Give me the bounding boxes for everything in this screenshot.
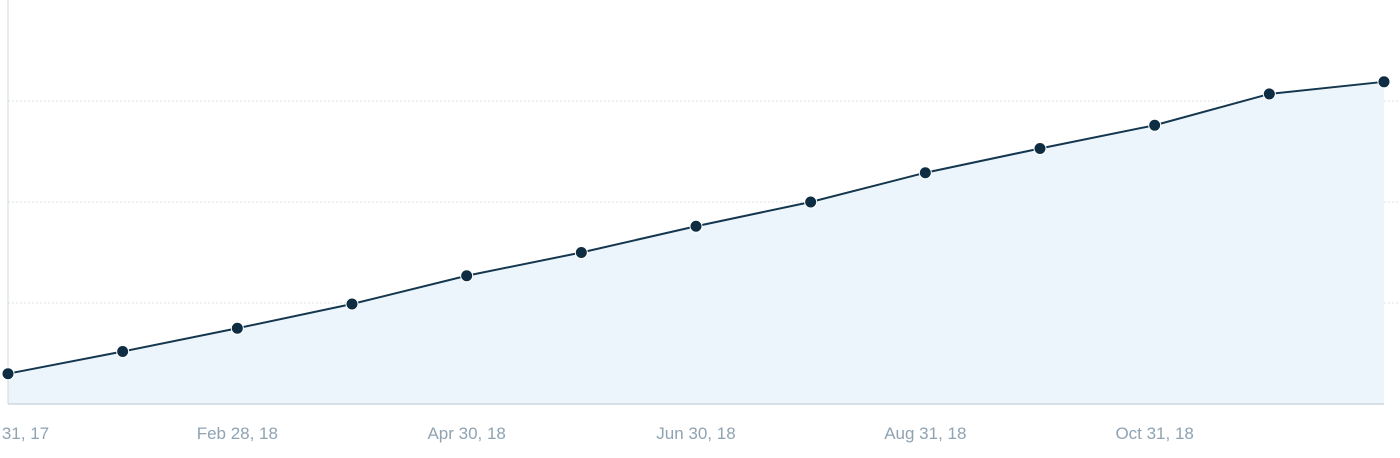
data-point[interactable] (345, 297, 359, 311)
data-point[interactable] (1148, 118, 1162, 132)
data-point[interactable] (1, 367, 15, 381)
x-tick-label: Aug 31, 18 (884, 424, 966, 443)
x-tick-label: Feb 28, 18 (197, 424, 278, 443)
area-fill (8, 81, 1384, 404)
data-point[interactable] (230, 321, 244, 335)
x-axis-tick-labels: Dec 31, 17 Feb 28, 18 Apr 30, 18 Jun 30, 18… (0, 424, 1194, 443)
data-point[interactable] (574, 246, 588, 259)
x-tick-label: Dec 31, 17 (0, 424, 49, 443)
data-point[interactable] (918, 166, 932, 180)
x-tick-label: Apr 30, 18 (427, 424, 505, 443)
x-tick-label: Jun 30, 18 (656, 424, 735, 443)
data-point[interactable] (1377, 75, 1391, 89)
data-point[interactable] (1033, 141, 1047, 155)
data-points (1, 75, 1391, 381)
data-point[interactable] (116, 344, 130, 358)
data-point[interactable] (1262, 87, 1276, 101)
data-point[interactable] (689, 219, 703, 233)
data-point[interactable] (460, 269, 474, 283)
x-tick-label: Oct 31, 18 (1115, 424, 1193, 443)
data-point[interactable] (804, 195, 818, 209)
